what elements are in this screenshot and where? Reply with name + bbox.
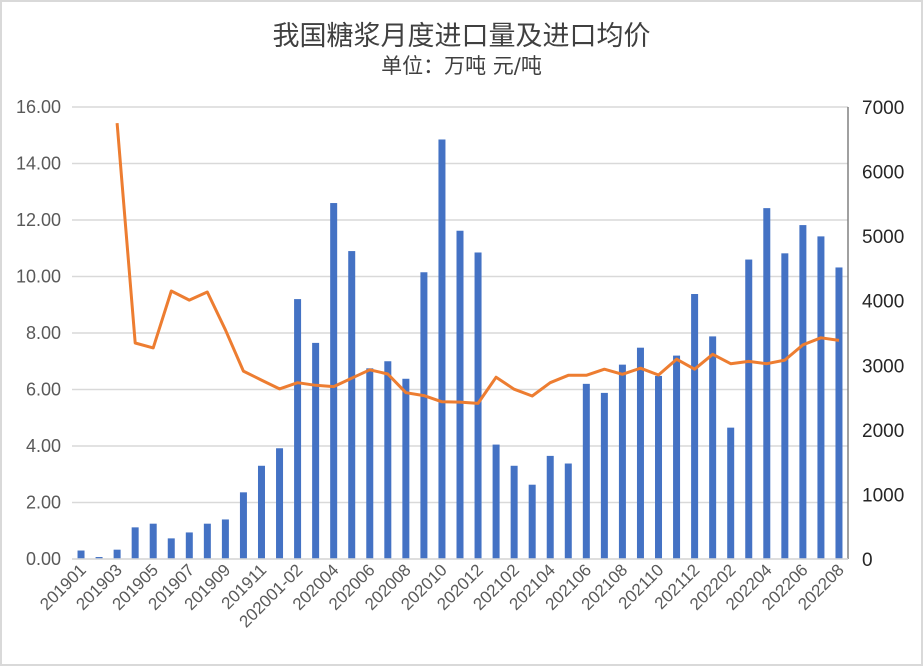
bar [185,532,193,559]
left-axis-tick-label: 2.00 [26,493,61,513]
x-axis: 2019012019032019052019072019092019112020… [36,558,848,631]
bar [600,392,608,559]
bar [312,342,320,559]
left-axis-tick-label: 10.00 [16,267,61,287]
bar [77,550,85,559]
bar [474,252,482,560]
bar [618,364,626,559]
right-axis-tick-label: 7000 [862,98,904,119]
bar [781,253,789,559]
bar [276,448,284,559]
bar [131,527,139,559]
right-y-axis: 0 1000 2000 3000 4000 5000 6000 7000 [847,98,904,571]
left-axis-tick-label: 16.00 [16,97,61,117]
bar [203,523,211,559]
chart-subtitle: 单位：万吨 元/吨 [381,54,542,78]
bar [384,361,392,559]
bar [727,427,735,559]
bar [528,484,536,559]
bar [239,492,247,559]
right-axis-tick-label: 3000 [862,356,904,377]
right-axis-tick-label: 6000 [862,163,904,184]
left-axis-tick-label: 14.00 [16,154,61,174]
left-axis-tick-label: 6.00 [26,380,61,400]
bar [835,267,843,559]
bar [348,251,356,559]
bar [402,378,410,559]
bar [438,139,446,560]
right-axis-tick-label: 5000 [862,227,904,248]
left-y-axis: 0.00 2.00 4.00 6.00 8.00 10.00 12.00 14.00 16.00 [16,97,61,569]
bar [221,519,229,559]
chart-title: 我国糖浆月度进口量及进口均价 [272,21,651,52]
right-axis-tick-label: 4000 [862,292,904,313]
bar [167,538,175,559]
line-series-import-price [115,122,840,405]
bar [745,259,753,559]
bar [113,549,121,559]
bar [294,299,302,559]
right-axis-tick-label: 2000 [862,421,904,442]
bar [149,523,157,559]
bar [763,208,771,559]
left-axis-tick-label: 4.00 [26,436,61,456]
bar [510,465,518,559]
bar [636,347,644,559]
bar [330,203,338,560]
bar-series-import-volume [77,139,843,560]
left-axis-tick-label: 8.00 [26,323,61,343]
bar [691,294,699,559]
bar [582,383,590,559]
bar [492,444,500,559]
bar [673,355,681,559]
bar [655,375,663,559]
right-axis-tick-label: 1000 [862,485,904,506]
bar [366,368,374,559]
bar [817,236,825,559]
bar [456,230,464,560]
bar [564,463,572,559]
bar [546,455,554,559]
bar [420,272,428,559]
right-axis-tick-label: 0 [862,550,873,571]
bar [709,336,717,559]
price-line [115,122,840,405]
bar [257,465,265,559]
bar [799,225,807,559]
left-axis-tick-label: 0.00 [26,549,61,569]
left-axis-tick-label: 12.00 [16,210,61,230]
bar [95,557,103,559]
